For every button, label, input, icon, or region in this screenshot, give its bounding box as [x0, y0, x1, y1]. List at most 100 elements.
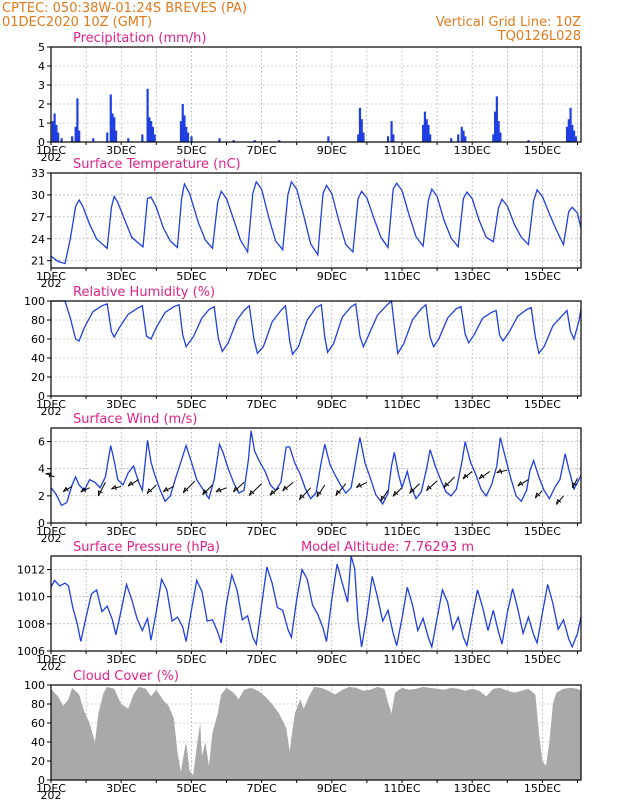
x-tick-label: 15DEC [524, 398, 561, 411]
wind-arrow-head [45, 472, 52, 478]
precip-bar [423, 111, 427, 142]
precip-bar [141, 134, 144, 142]
precip-bar [111, 113, 114, 142]
wind-arrow [248, 483, 262, 496]
y-tick-label: 21 [31, 255, 45, 268]
precip-bar [327, 136, 330, 142]
wind-arrow-head [478, 473, 485, 480]
wind-arrow-head [355, 482, 362, 489]
header-location: CPTEC: 050:38W-01:24S BREVES (PA) [2, 1, 247, 16]
x-tick-label: 3DEC [106, 144, 136, 157]
y-tick-label: 27 [31, 211, 45, 224]
wind-arrow-head [62, 486, 69, 493]
precip-bar [57, 132, 60, 142]
precip-bar [127, 138, 130, 142]
wind-arrow-head [443, 482, 450, 488]
precip-bar [497, 121, 500, 142]
x-tick-label: 7DEC [247, 398, 277, 411]
wind-arrow-head [462, 473, 469, 480]
x-tick-label: 9DEC [317, 144, 347, 157]
y-tick-label: 1 [38, 117, 45, 130]
y-tick-label: 4 [38, 60, 45, 73]
y-tick-label: 4 [38, 463, 45, 476]
x-tick-label: 13DEC [454, 144, 491, 157]
x-tick-label: 13DEC [454, 398, 491, 411]
y-tick-label: 40 [31, 736, 45, 749]
wind-arrow-head [572, 482, 577, 489]
wind-arrow [215, 487, 227, 493]
x-tick-label: 11DEC [383, 653, 420, 666]
precip-bar [464, 136, 467, 142]
wind-arrow [409, 483, 420, 494]
wind-arrow [478, 471, 491, 480]
wind-arrow [269, 487, 280, 496]
x-tick-label: 13DEC [454, 270, 491, 283]
precip-bar [358, 107, 362, 142]
x-tick-label: 5DEC [176, 270, 206, 283]
precip-bar [572, 130, 576, 142]
precip-panel: 0 1 2 3 4 5 1DEC 3DEC 5DEC 7DEC 9DEC 11DEC 13DEC 15DE… [36, 31, 582, 164]
precip-bar [153, 134, 156, 142]
precip-bar [186, 132, 190, 142]
wind-arrow [535, 490, 543, 499]
wind-arrow [97, 482, 106, 497]
temp-panel: 21 24 27 30 33 1DEC 3DEC 5DEC 7DEC 9DEC 11DEC 13DEC… [31, 157, 582, 290]
precip-frame [50, 46, 582, 143]
precip-bar [183, 115, 186, 142]
precip-bar [425, 119, 428, 142]
wind-arrow [63, 485, 73, 493]
wind-arrow-head [496, 468, 503, 474]
precip-bar [362, 132, 365, 142]
wind-arrow [380, 490, 389, 502]
precip-bar [71, 136, 74, 142]
pressure-title: Surface Pressure (hPa) [73, 540, 220, 555]
precip-bar [146, 88, 149, 142]
precip-bar [190, 136, 193, 142]
wind-arrow-head [269, 489, 276, 496]
y-tick-label: 100 [24, 679, 45, 692]
wind-arrow-head [299, 493, 305, 500]
y-tick-label: 1008 [17, 618, 45, 631]
x-tick-label: 1DEC [36, 525, 66, 538]
wind-arrow-head [202, 489, 208, 495]
y-tick-label: 80 [31, 314, 45, 327]
y-tick-label: 1012 [17, 564, 45, 577]
x-tick-label: 7DEC [247, 525, 277, 538]
precip-bar [571, 124, 574, 142]
precip-bar [179, 121, 183, 142]
precip-bar [55, 124, 58, 142]
y-tick-label: 2 [38, 490, 45, 503]
wind-frame [50, 427, 582, 524]
wind-arrow [462, 471, 473, 480]
y-tick-label: 2 [38, 98, 45, 111]
wind-arrow [426, 480, 438, 492]
precip-bar [185, 126, 188, 142]
wind-arrow-head [409, 487, 415, 494]
x-tick-label: 9DEC [317, 653, 347, 666]
precip-bar [150, 121, 153, 142]
y-tick-label: 5 [38, 41, 45, 54]
x-tick-label: 11DEC [383, 270, 420, 283]
precip-bar [114, 130, 118, 142]
x-tick-label: 5DEC [176, 525, 206, 538]
y-tick-label: 40 [31, 352, 45, 365]
precip-bar [565, 126, 569, 142]
wind-arrow-head [97, 490, 103, 496]
precip-bar [386, 136, 390, 142]
precip-bar [76, 98, 79, 142]
x-tick-year: 202 [41, 405, 62, 418]
temp-frame [50, 172, 582, 269]
pressure-annotation: Model Altitude: 7.76293 m [301, 540, 474, 555]
x-tick-label: 3DEC [106, 782, 136, 795]
cloud-title: Cloud Cover (%) [73, 669, 179, 684]
wind-arrow-head [248, 489, 255, 496]
x-tick-label: 15DEC [524, 653, 561, 666]
y-tick-label: 6 [38, 436, 45, 449]
precip-bar [106, 132, 109, 142]
y-tick-label: 0 [38, 774, 45, 787]
wind-arrow-head [162, 486, 169, 493]
x-tick-label: 11DEC [383, 525, 420, 538]
precip-bar [392, 134, 395, 142]
wind-arrow [335, 483, 347, 496]
y-tick-label: 0 [38, 517, 45, 530]
